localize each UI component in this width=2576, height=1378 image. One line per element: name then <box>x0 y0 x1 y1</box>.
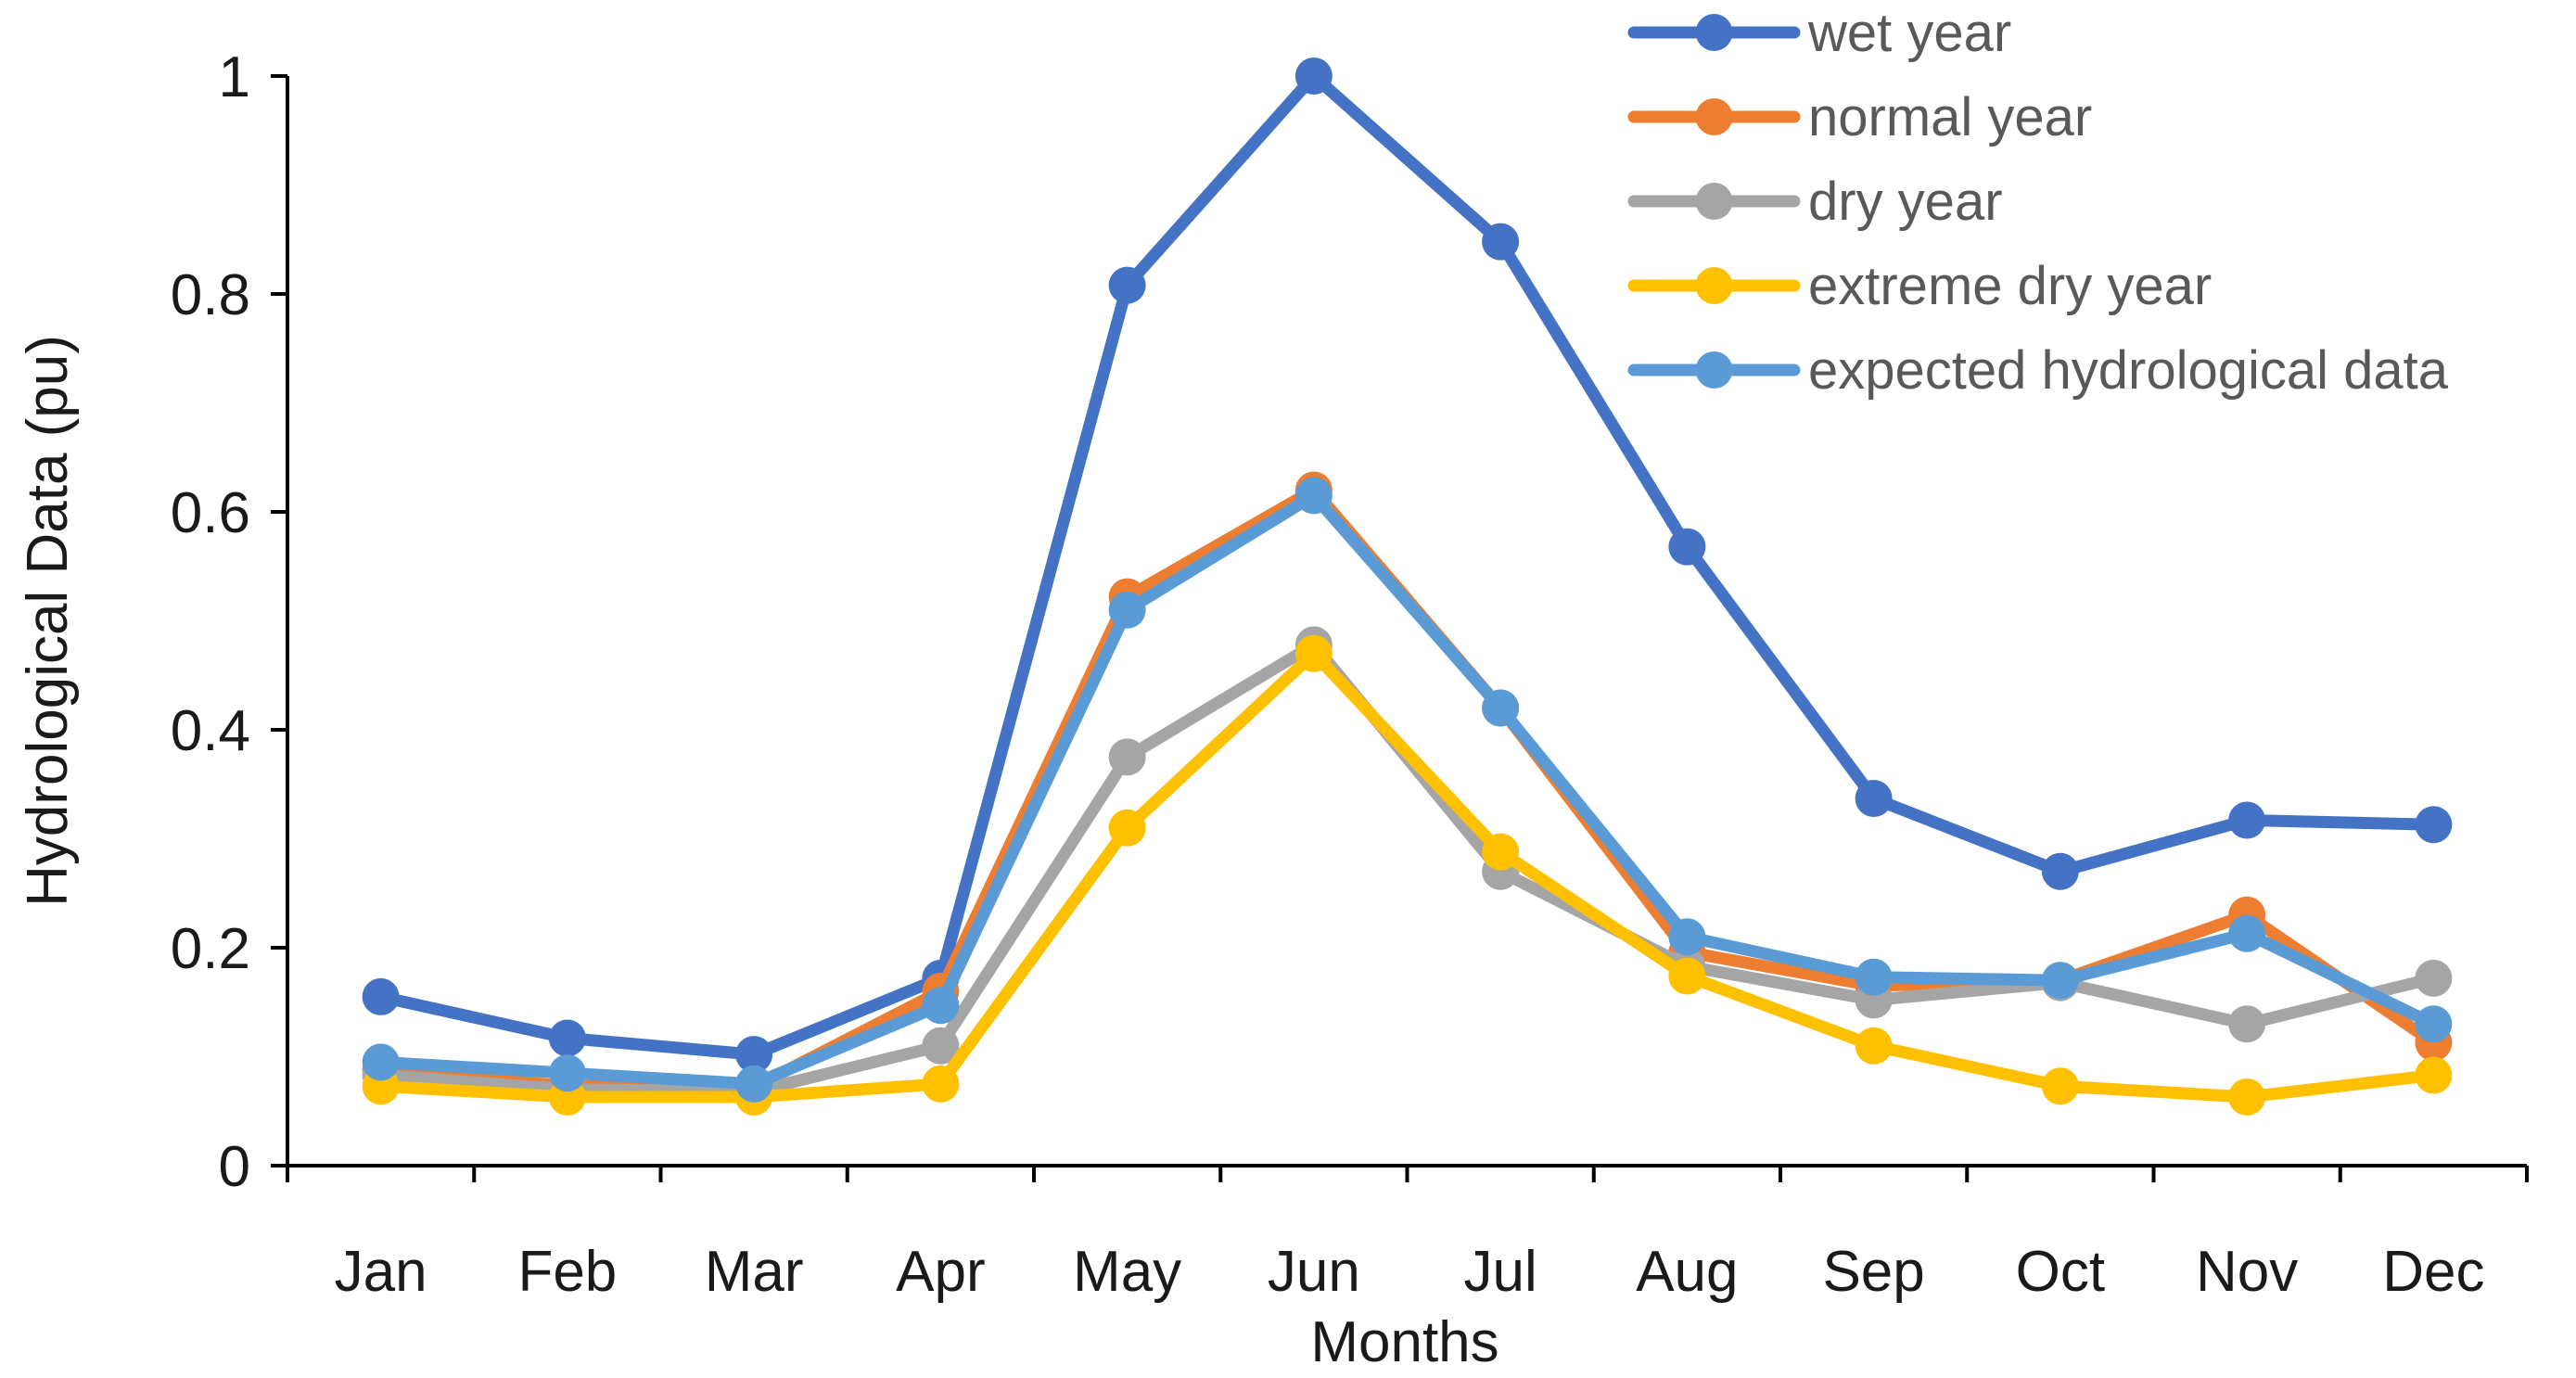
data-point-expected-hydrological-data-sep <box>1855 958 1893 996</box>
data-point-expected-hydrological-data-feb <box>548 1054 586 1092</box>
y-tick-label: 0.8 <box>171 263 250 327</box>
data-point-wet-year-mar <box>735 1036 773 1074</box>
legend-entry-expected-hydrological-data: expected hydrological data <box>1627 340 2449 401</box>
data-point-extreme-dry-year-dec <box>2415 1056 2453 1094</box>
series-line-expected-hydrological-data <box>375 489 2440 1091</box>
x-tick-label-aug: Aug <box>1636 1240 1738 1304</box>
data-point-expected-hydrological-data-nov <box>2228 914 2266 952</box>
x-tick-label-feb: Feb <box>517 1240 617 1304</box>
series-line-extreme-dry-year <box>375 647 2440 1104</box>
data-point-expected-hydrological-data-jun <box>1294 477 1333 515</box>
data-point-expected-hydrological-data-may <box>1108 591 1146 629</box>
x-tick-label-jun: Jun <box>1268 1240 1360 1304</box>
x-tick-label-dec: Dec <box>2382 1240 2484 1304</box>
y-tick-label: 0.4 <box>171 699 250 763</box>
legend-swatch-marker <box>1695 14 1733 51</box>
data-point-dry-year-apr <box>922 1027 960 1065</box>
legend-swatch-marker <box>1695 351 1733 389</box>
data-point-dry-year-dec <box>2415 959 2453 997</box>
series-line-wet-year <box>375 70 2440 1061</box>
data-point-extreme-dry-year-jul <box>1482 833 1520 871</box>
series-layer <box>362 57 2453 1116</box>
x-tick-label-nov: Nov <box>2196 1240 2298 1304</box>
y-axis-title: Hydrological Data (pu) <box>16 335 80 907</box>
data-point-wet-year-dec <box>2415 806 2453 844</box>
data-point-expected-hydrological-data-jan <box>362 1043 400 1081</box>
legend-swatch-marker <box>1695 267 1733 304</box>
legend-label: extreme dry year <box>1808 256 2212 316</box>
data-point-expected-hydrological-data-mar <box>735 1065 773 1103</box>
x-tick-label-apr: Apr <box>896 1240 985 1304</box>
axes: 0 0.2 0.4 0.6 0.8 1 Jan Feb Mar Apr May Jun Jul Aug S… <box>171 45 2529 1304</box>
data-point-wet-year-may <box>1108 266 1146 304</box>
x-tick-label-oct: Oct <box>2016 1240 2105 1304</box>
y-tick-label: 0.2 <box>171 917 250 981</box>
x-tick-label-jul: Jul <box>1463 1240 1537 1304</box>
x-tick-label-mar: Mar <box>705 1240 804 1304</box>
data-point-dry-year-nov <box>2228 1005 2266 1043</box>
legend-label: dry year <box>1808 172 2003 232</box>
series-dry-year <box>362 626 2453 1111</box>
data-point-extreme-dry-year-oct <box>2041 1067 2079 1105</box>
legend-label: wet year <box>1807 3 2011 63</box>
legend-swatch-marker <box>1695 98 1733 135</box>
data-point-wet-year-aug <box>1668 528 1706 566</box>
data-point-extreme-dry-year-jun <box>1294 634 1333 672</box>
data-point-extreme-dry-year-sep <box>1855 1027 1893 1065</box>
data-point-expected-hydrological-data-oct <box>2041 962 2079 1000</box>
data-point-expected-hydrological-data-aug <box>1668 918 1706 956</box>
series-normal-year <box>362 471 2453 1106</box>
legend: wet year normal year dry year extreme dry y… <box>1627 3 2449 401</box>
series-line-dry-year <box>375 638 2440 1098</box>
legend-entry-dry-year: dry year <box>1627 172 2003 232</box>
legend-label: normal year <box>1808 87 2092 147</box>
y-ticks: 0 0.2 0.4 0.6 0.8 1 <box>171 45 287 1199</box>
data-point-extreme-dry-year-apr <box>922 1065 960 1103</box>
y-tick-label: 0 <box>219 1135 250 1199</box>
data-point-extreme-dry-year-may <box>1108 809 1146 847</box>
data-point-wet-year-jul <box>1482 223 1520 261</box>
data-point-expected-hydrological-data-jul <box>1482 689 1520 727</box>
x-tick-label-sep: Sep <box>1822 1240 1924 1304</box>
legend-label: expected hydrological data <box>1808 340 2449 401</box>
data-point-wet-year-oct <box>2041 852 2079 890</box>
x-tick-label-jan: Jan <box>335 1240 427 1304</box>
legend-swatch-marker <box>1695 183 1733 220</box>
data-point-dry-year-may <box>1108 738 1146 776</box>
data-point-extreme-dry-year-nov <box>2228 1078 2266 1116</box>
legend-entry-extreme-dry-year: extreme dry year <box>1627 256 2212 316</box>
data-point-wet-year-nov <box>2228 801 2266 839</box>
data-point-wet-year-sep <box>1855 780 1893 818</box>
x-axis-title: Months <box>1310 1310 1498 1374</box>
data-point-extreme-dry-year-aug <box>1668 957 1706 995</box>
y-tick-label: 1 <box>219 45 250 109</box>
data-point-expected-hydrological-data-apr <box>922 987 960 1025</box>
data-point-wet-year-feb <box>548 1019 586 1057</box>
legend-entry-wet-year: wet year <box>1627 3 2011 63</box>
data-point-wet-year-jan <box>362 977 400 1015</box>
series-extreme-dry-year <box>362 634 2453 1116</box>
x-ticks: Jan Feb Mar Apr May Jun Jul Aug Sep Oct Nov Dec <box>286 1166 2529 1304</box>
legend-entry-normal-year: normal year <box>1627 87 2092 147</box>
y-tick-label: 0.6 <box>171 481 250 545</box>
series-expected-hydrological-data <box>362 477 2453 1103</box>
x-tick-label-may: May <box>1073 1240 1181 1304</box>
data-point-expected-hydrological-data-dec <box>2415 1005 2453 1043</box>
data-point-wet-year-jun <box>1294 57 1333 95</box>
series-wet-year <box>362 57 2453 1074</box>
